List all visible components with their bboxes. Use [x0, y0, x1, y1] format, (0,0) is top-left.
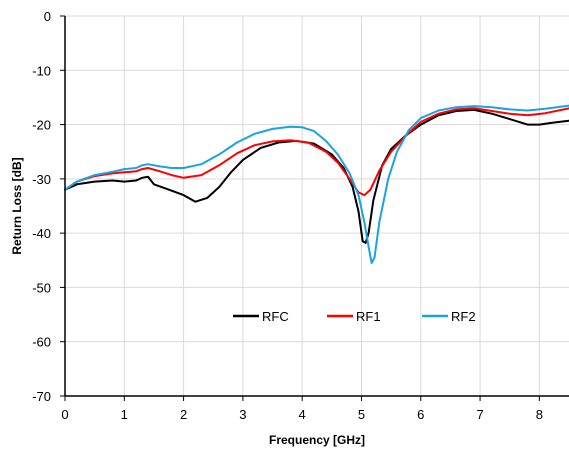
legend-label-rf1: RF1: [356, 309, 381, 324]
series-line-rf1: [64, 107, 569, 197]
axes: [60, 15, 569, 401]
legend: RFC RF1 RF2: [233, 309, 476, 324]
x-tick-label: 2: [180, 407, 187, 422]
x-tick-label: 3: [239, 407, 246, 422]
y-tick-label: -40: [32, 226, 51, 241]
tick-labels: 0 1 2 3 4 5 6 7 8 0 -10 -20 -30 -40 -50 -60 -70: [32, 9, 543, 422]
y-tick-label: -50: [32, 280, 51, 295]
series-line-rfc: [64, 108, 569, 244]
x-tick-label: 0: [61, 407, 68, 422]
y-tick-label: -30: [32, 172, 51, 187]
x-axis-title: Frequency [GHz]: [269, 433, 365, 447]
x-tick-label: 7: [476, 407, 483, 422]
legend-label-rfc: RFC: [262, 309, 289, 324]
y-tick-label: -10: [32, 63, 51, 78]
series-lines: [64, 104, 569, 264]
y-axis-title: Return Loss [dB]: [10, 157, 24, 254]
x-tick-label: 5: [358, 407, 365, 422]
grid-lines: [65, 15, 569, 396]
x-tick-label: 8: [536, 407, 543, 422]
y-tick-label: -70: [32, 389, 51, 404]
x-tick-label: 4: [299, 407, 306, 422]
y-tick-label: -20: [32, 118, 51, 133]
x-tick-label: 1: [121, 407, 128, 422]
y-tick-label: -60: [32, 335, 51, 350]
x-tick-label: 6: [417, 407, 424, 422]
series-line-rf2: [64, 104, 569, 264]
legend-label-rf2: RF2: [451, 309, 476, 324]
y-tick-label: 0: [44, 9, 51, 24]
